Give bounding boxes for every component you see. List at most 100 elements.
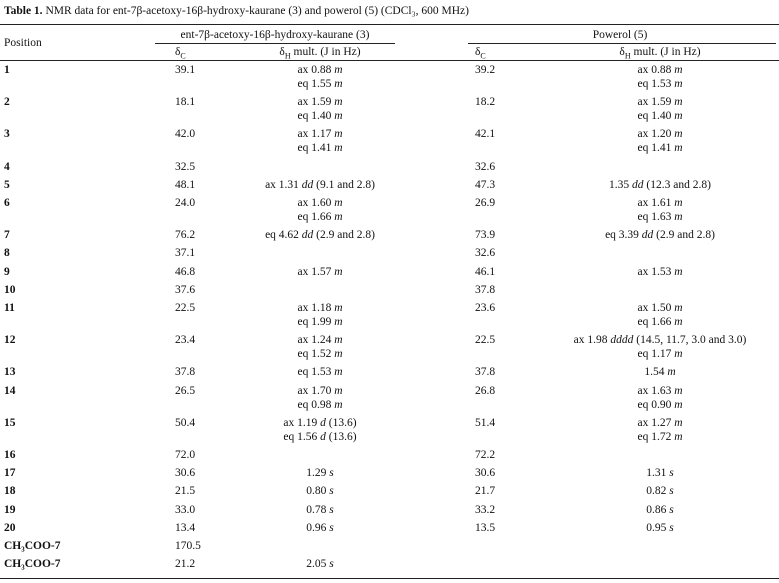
carbon-shift: 73.9 <box>475 228 495 242</box>
proton-shift: ax 1.59 m <box>240 95 400 109</box>
position: 3 <box>4 127 10 141</box>
carbon-shift: 23.6 <box>475 301 495 315</box>
shift: ax 1.60 <box>297 197 332 209</box>
coupling: (2.9 and 2.8) <box>656 229 715 242</box>
shift: eq 0.98 <box>297 398 332 411</box>
multiplicity: m <box>334 334 343 347</box>
carbon-shift: 37.8 <box>475 283 495 297</box>
position-label: 12 <box>4 334 16 347</box>
proton-shift: eq 1.63 m <box>540 210 779 224</box>
position: 13 <box>4 365 16 379</box>
carbon-shift: 26.8 <box>475 384 495 398</box>
carbon-shift-value: 76.2 <box>175 229 196 242</box>
carbon-shift: 72.0 <box>175 448 195 462</box>
position-label: 5 <box>4 178 10 191</box>
carbon-shift: 37.6 <box>175 283 195 297</box>
shift: ax 1.63 <box>637 384 672 397</box>
multiplicity: s <box>329 558 334 571</box>
carbon-shift-value: 23.6 <box>475 302 496 314</box>
carbon-shift-value: 37.1 <box>175 247 196 260</box>
multiplicity: m <box>334 64 343 76</box>
multiplicity: s <box>669 485 674 498</box>
carbon-shift: 26.5 <box>175 384 195 398</box>
multiplicity: m <box>334 348 343 361</box>
proton-shift: eq 3.39 dd (2.9 and 2.8) <box>540 228 779 242</box>
carbon-shift: 47.3 <box>475 178 495 192</box>
shift: ax 1.18 <box>297 302 332 314</box>
carbon-shift-value: 50.4 <box>175 416 196 429</box>
carbon-shift-value: 48.1 <box>175 178 196 191</box>
multiplicity: m <box>674 211 683 223</box>
proton-shift: ax 1.50 m <box>540 301 779 315</box>
delta-rest: mult. (J in Hz) <box>293 46 361 58</box>
carbon-shift-value: 32.6 <box>475 247 496 260</box>
multiplicity: m <box>334 211 343 223</box>
proton-shift: eq 1.53 m <box>540 77 779 91</box>
compound-header: ent-7β-acetoxy-16β-hydroxy-kaurane (3) <box>180 29 370 41</box>
multiplicity: m <box>334 366 343 379</box>
multiplicity: m <box>674 430 683 443</box>
delta-header: δC <box>175 45 186 63</box>
proton-shift: eq 1.99 m <box>240 315 400 329</box>
position: 17 <box>4 466 16 480</box>
proton-shift: ax 1.20 m <box>540 127 779 141</box>
shift: eq 3.39 <box>605 229 639 242</box>
multiplicity: m <box>674 64 683 76</box>
multiplicity: m <box>674 398 683 411</box>
proton-shift: 0.86 s <box>540 503 779 517</box>
shift: eq 1.17 <box>637 348 672 361</box>
proton-shift: ax 1.53 m <box>540 265 779 279</box>
carbon-shift: 37.8 <box>475 365 495 379</box>
multiplicity: m <box>674 142 683 155</box>
multiplicity: s <box>669 503 674 516</box>
proton-shift: 1.54 m <box>540 365 779 379</box>
shift: ax 1.20 <box>637 128 672 141</box>
carbon-shift-value: 72.2 <box>475 449 496 461</box>
position: CH₃COO-7 <box>4 539 60 553</box>
header-bottom-rule <box>0 60 779 61</box>
shift: eq 1.72 <box>637 430 672 443</box>
delta-symbol: δ <box>175 46 181 58</box>
shift: 2.05 <box>306 558 327 571</box>
carbon-shift: 22.5 <box>475 333 495 347</box>
delta-header: δC <box>475 45 486 63</box>
carbon-shift-value: 24.0 <box>175 197 196 209</box>
position-label: 1 <box>4 64 10 76</box>
multiplicity: dddd <box>610 334 634 347</box>
shift: 1.29 <box>306 467 327 480</box>
carbon-shift: 23.4 <box>175 333 195 347</box>
shift: 0.96 <box>306 521 327 534</box>
carbon-shift: 26.9 <box>475 196 495 210</box>
multiplicity: dd <box>641 229 654 242</box>
carbon-shift: 18.1 <box>175 95 195 109</box>
carbon-shift: 32.5 <box>175 160 195 174</box>
proton-shift: ax 1.31 dd (9.1 and 2.8) <box>240 178 400 192</box>
shift: ax 0.88 <box>637 64 672 76</box>
carbon-shift: 21.5 <box>175 484 195 498</box>
carbon-shift-value: 26.5 <box>175 384 196 397</box>
position-label: 4 <box>4 160 10 173</box>
position-label: 19 <box>4 503 16 516</box>
shift: eq 1.40 <box>637 110 672 123</box>
position: 12 <box>4 333 16 347</box>
shift: 0.78 <box>306 503 327 516</box>
multiplicity: m <box>334 384 343 397</box>
position-label: 13 <box>4 366 16 379</box>
proton-shift: eq 1.56 d (13.6) <box>240 430 400 444</box>
carbon-shift-value: 73.9 <box>475 229 496 242</box>
multiplicity: m <box>334 78 343 90</box>
shift: 0.82 <box>646 485 667 498</box>
carbon-shift-value: 22.5 <box>475 334 496 347</box>
proton-shift: eq 1.66 m <box>240 210 400 224</box>
carbon-shift: 39.2 <box>475 63 495 77</box>
carbon-shift: 46.1 <box>475 265 495 279</box>
shift: eq 1.56 <box>283 430 318 443</box>
proton-shift: ax 1.18 m <box>240 301 400 315</box>
multiplicity: m <box>674 110 683 123</box>
carbon-shift-value: 26.8 <box>475 384 496 397</box>
carbon-shift-value: 21.5 <box>175 485 196 498</box>
position: 11 <box>4 301 15 315</box>
proton-shift: eq 4.62 dd (2.9 and 2.8) <box>240 228 400 242</box>
multiplicity: m <box>674 265 683 278</box>
coupling: (12.3 and 2.8) <box>646 178 711 191</box>
